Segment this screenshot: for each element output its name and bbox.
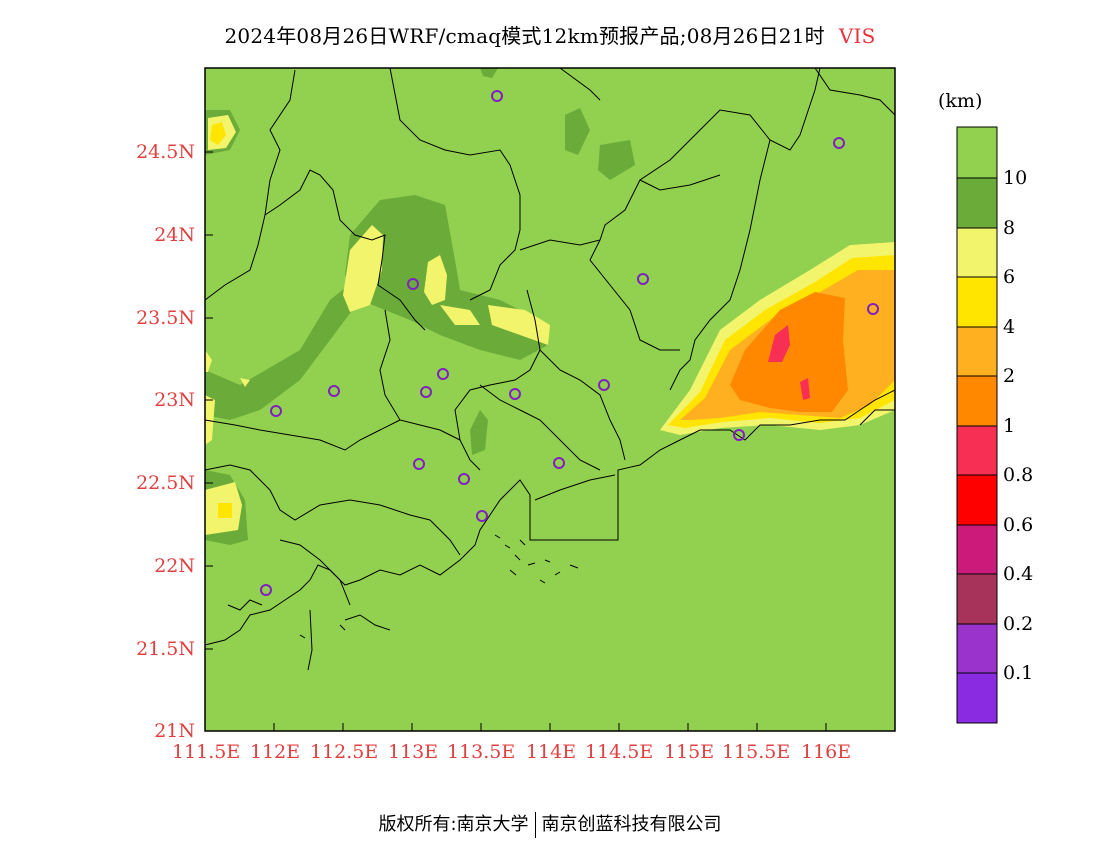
- x-tick-label: 112E: [250, 741, 301, 763]
- legend-unit: (km): [938, 90, 983, 112]
- y-tick-label: 23N: [154, 389, 195, 411]
- axis-ticks: [204, 151, 827, 732]
- legend-swatch: [956, 573, 998, 625]
- x-tick-label: 114E: [526, 741, 577, 763]
- map-title: 2024年08月26日WRF/cmaq模式12km预报产品;08月26日21时 V…: [0, 20, 1100, 49]
- station-marker: [407, 278, 419, 290]
- station-markers: [260, 90, 879, 596]
- legend-swatch: [956, 672, 998, 724]
- station-marker: [328, 385, 340, 397]
- station-marker: [867, 303, 879, 315]
- y-tick-label: 24N: [154, 224, 195, 246]
- legend-label: 8: [1003, 217, 1016, 239]
- y-tick-label: 24.5N: [136, 141, 195, 163]
- legend-swatch: [956, 326, 998, 377]
- legend-swatch: [956, 623, 998, 674]
- x-tick-label: 114.5E: [585, 741, 654, 763]
- legend-swatch: [956, 425, 998, 476]
- province-boundaries: [204, 67, 896, 606]
- legend-swatch: [956, 126, 998, 179]
- x-tick-label: 115E: [664, 741, 715, 763]
- legend-label: 6: [1003, 266, 1016, 288]
- y-tick-label: 23.5N: [136, 307, 195, 329]
- legend-swatch: [956, 474, 998, 526]
- islands: [299, 534, 579, 639]
- x-tick-label: 111.5E: [172, 741, 241, 763]
- visibility-zone-4km: [210, 122, 232, 518]
- legend-swatch: [956, 177, 998, 229]
- station-marker: [509, 388, 521, 400]
- legend-label: 1: [1003, 415, 1016, 437]
- coastline: [204, 389, 896, 671]
- title-variable: VIS: [838, 24, 876, 48]
- station-marker: [733, 429, 745, 441]
- y-tick-label: 21N: [154, 720, 195, 742]
- footer-right: 南京创蓝科技有限公司: [541, 814, 722, 835]
- footer-divider: [534, 812, 536, 838]
- visibility-zone-east: [660, 242, 895, 435]
- station-marker: [476, 510, 488, 522]
- station-marker: [491, 90, 503, 102]
- x-tick-label: 116E: [801, 741, 852, 763]
- legend-label: 0.2: [1003, 613, 1034, 635]
- legend-swatch: [956, 276, 998, 328]
- station-marker: [260, 584, 272, 596]
- footer-left: 版权所有:南京大学: [378, 814, 529, 835]
- legend-colorbar: [956, 126, 998, 724]
- station-marker: [637, 273, 649, 285]
- legend-swatch: [956, 375, 998, 427]
- legend-label: 0.1: [1003, 662, 1034, 684]
- legend-label: 0.6: [1003, 514, 1034, 536]
- x-tick-label: 113E: [388, 741, 439, 763]
- station-marker: [833, 137, 845, 149]
- station-marker: [413, 458, 425, 470]
- legend-label: 0.8: [1003, 464, 1034, 486]
- x-tick-label: 112.5E: [310, 741, 379, 763]
- legend-swatch: [956, 227, 998, 278]
- legend-label: 10: [1003, 167, 1028, 189]
- legend-label: 2: [1003, 365, 1016, 387]
- title-text: 2024年08月26日WRF/cmaq模式12km预报产品;08月26日21时: [224, 24, 825, 48]
- legend-swatch: [956, 524, 998, 575]
- station-marker: [420, 386, 432, 398]
- legend-label: 4: [1003, 316, 1016, 338]
- copyright-footer: 版权所有:南京大学 南京创蓝科技有限公司: [0, 810, 1100, 838]
- x-tick-label: 113.5E: [447, 741, 516, 763]
- y-tick-label: 22.5N: [136, 472, 195, 494]
- legend-label: 0.4: [1003, 563, 1034, 585]
- station-marker: [437, 368, 449, 380]
- station-marker: [270, 405, 282, 417]
- y-tick-label: 21.5N: [136, 638, 195, 660]
- station-marker: [553, 457, 565, 469]
- y-tick-label: 22N: [154, 555, 195, 577]
- station-marker: [598, 379, 610, 391]
- x-tick-label: 115.5E: [722, 741, 791, 763]
- station-marker: [458, 473, 470, 485]
